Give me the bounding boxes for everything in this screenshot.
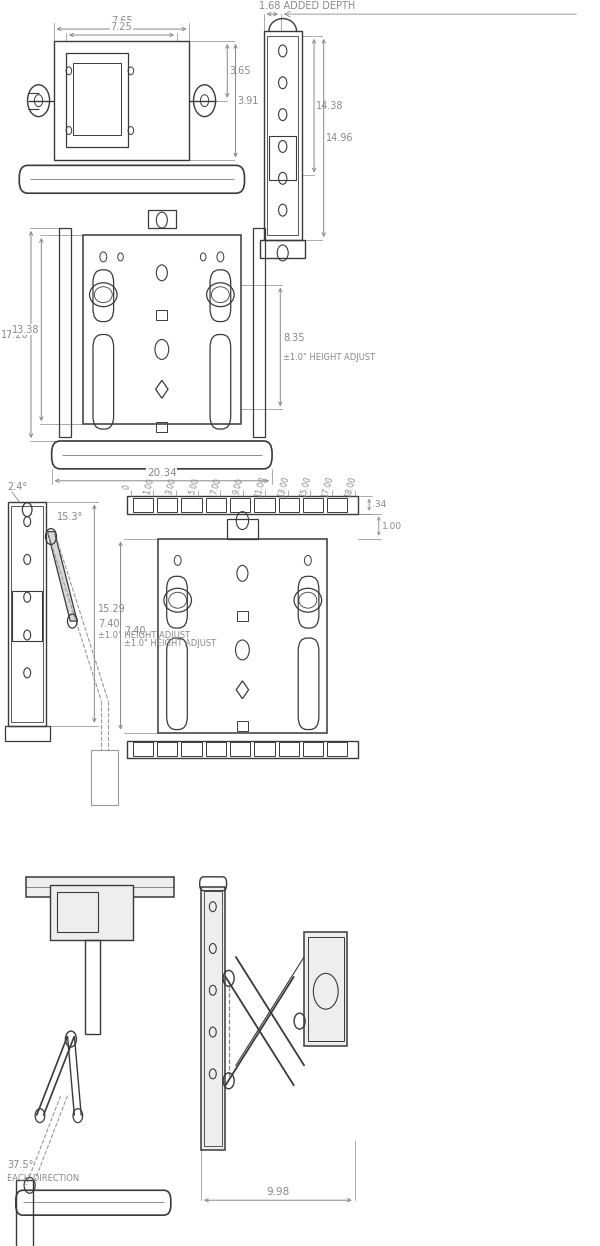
Bar xyxy=(157,743,178,756)
Text: ±1.0" HEIGHT ADJUST: ±1.0" HEIGHT ADJUST xyxy=(283,353,375,361)
Text: 8.35: 8.35 xyxy=(283,333,305,343)
Bar xyxy=(308,937,344,1040)
Text: 7.40: 7.40 xyxy=(98,618,119,628)
Bar xyxy=(157,497,178,512)
Bar xyxy=(13,592,42,640)
Text: 37.5°: 37.5° xyxy=(7,1160,33,1170)
Text: 1.00: 1.00 xyxy=(382,522,401,531)
Bar xyxy=(264,31,302,240)
Text: 14.38: 14.38 xyxy=(316,101,344,111)
Text: 13.00: 13.00 xyxy=(276,475,290,498)
Text: 3.65: 3.65 xyxy=(229,66,251,76)
Text: 13.38: 13.38 xyxy=(12,324,39,334)
Bar xyxy=(237,720,248,730)
Text: 17.20: 17.20 xyxy=(1,329,29,339)
Bar xyxy=(133,497,153,512)
Bar xyxy=(254,497,275,512)
Bar xyxy=(327,497,347,512)
Bar xyxy=(16,1180,33,1246)
Bar xyxy=(181,743,202,756)
Text: ±1.0" HEIGHT ADJUST: ±1.0" HEIGHT ADJUST xyxy=(124,639,216,648)
Text: 14.96: 14.96 xyxy=(326,133,353,143)
Text: EACH DIRECTION: EACH DIRECTION xyxy=(7,1174,79,1182)
Bar xyxy=(204,891,223,1146)
Text: 1.68 ADDED DEPTH: 1.68 ADDED DEPTH xyxy=(259,1,355,11)
Text: 7.00: 7.00 xyxy=(209,477,223,496)
Text: 3.91: 3.91 xyxy=(238,96,259,106)
Text: 2.4°: 2.4° xyxy=(7,482,27,492)
Bar xyxy=(83,235,241,424)
Bar xyxy=(181,497,202,512)
Bar xyxy=(267,36,298,235)
Bar xyxy=(303,743,323,756)
Bar xyxy=(327,743,347,756)
Text: 20.34: 20.34 xyxy=(147,467,177,477)
Bar xyxy=(278,497,299,512)
Text: 1.00: 1.00 xyxy=(142,477,155,496)
Bar xyxy=(303,497,323,512)
Text: .34: .34 xyxy=(372,500,386,510)
Bar xyxy=(253,228,265,437)
Text: ±1.0" HEIGHT ADJUST: ±1.0" HEIGHT ADJUST xyxy=(98,630,190,640)
Bar xyxy=(127,496,358,513)
Text: 0: 0 xyxy=(122,483,131,490)
Bar xyxy=(304,932,347,1045)
Text: 7.25: 7.25 xyxy=(110,22,133,32)
Text: 3.00: 3.00 xyxy=(165,477,178,496)
Text: 9.98: 9.98 xyxy=(266,1187,290,1197)
Bar xyxy=(127,740,358,759)
Bar xyxy=(230,743,250,756)
Bar xyxy=(57,892,98,932)
Bar xyxy=(133,743,153,756)
Bar xyxy=(269,136,296,181)
Bar xyxy=(227,518,257,538)
Bar xyxy=(26,877,174,897)
Text: 11.00: 11.00 xyxy=(254,475,268,498)
Polygon shape xyxy=(47,532,77,621)
Bar xyxy=(148,211,176,228)
Bar xyxy=(237,611,248,621)
Text: 9.00: 9.00 xyxy=(232,477,245,496)
Bar xyxy=(201,887,225,1150)
Bar xyxy=(278,743,299,756)
Bar xyxy=(50,885,133,939)
Bar xyxy=(158,538,327,733)
Text: 7.40: 7.40 xyxy=(124,625,145,635)
Bar xyxy=(8,502,46,725)
Bar xyxy=(54,41,190,161)
Bar xyxy=(73,62,121,135)
Text: 15.00: 15.00 xyxy=(298,475,313,498)
Bar xyxy=(260,240,305,258)
Text: 15.29: 15.29 xyxy=(98,603,125,614)
Text: 7.65: 7.65 xyxy=(111,16,133,26)
Text: 5.00: 5.00 xyxy=(187,477,200,496)
Bar xyxy=(206,497,226,512)
Bar xyxy=(66,52,128,147)
Bar xyxy=(5,725,50,740)
Bar xyxy=(230,497,250,512)
Bar xyxy=(11,506,43,721)
Bar xyxy=(254,743,275,756)
Text: 18.00: 18.00 xyxy=(343,475,358,498)
Bar xyxy=(206,743,226,756)
Bar xyxy=(91,750,118,805)
Bar xyxy=(59,228,71,437)
Bar xyxy=(85,939,100,1034)
Bar xyxy=(157,422,167,432)
Bar xyxy=(157,310,167,319)
Text: 17.00: 17.00 xyxy=(321,475,335,498)
Text: 15.3°: 15.3° xyxy=(56,512,83,522)
